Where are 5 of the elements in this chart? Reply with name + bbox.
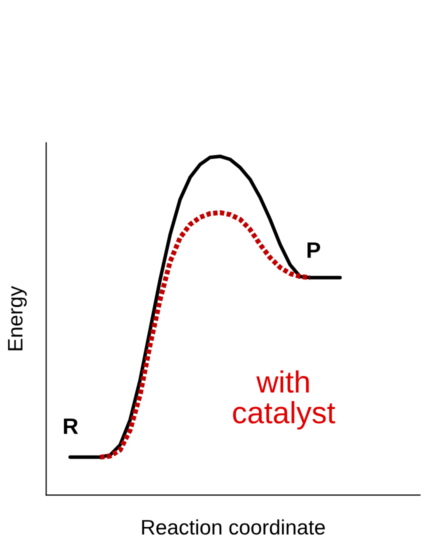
- annotation: R: [64, 418, 78, 434]
- y-axis-title: Energy: [8, 286, 27, 350]
- x-axis-title: Reaction coordinate: [142, 519, 325, 535]
- annotation: P: [308, 242, 320, 258]
- annotation: with catalyst: [233, 370, 336, 430]
